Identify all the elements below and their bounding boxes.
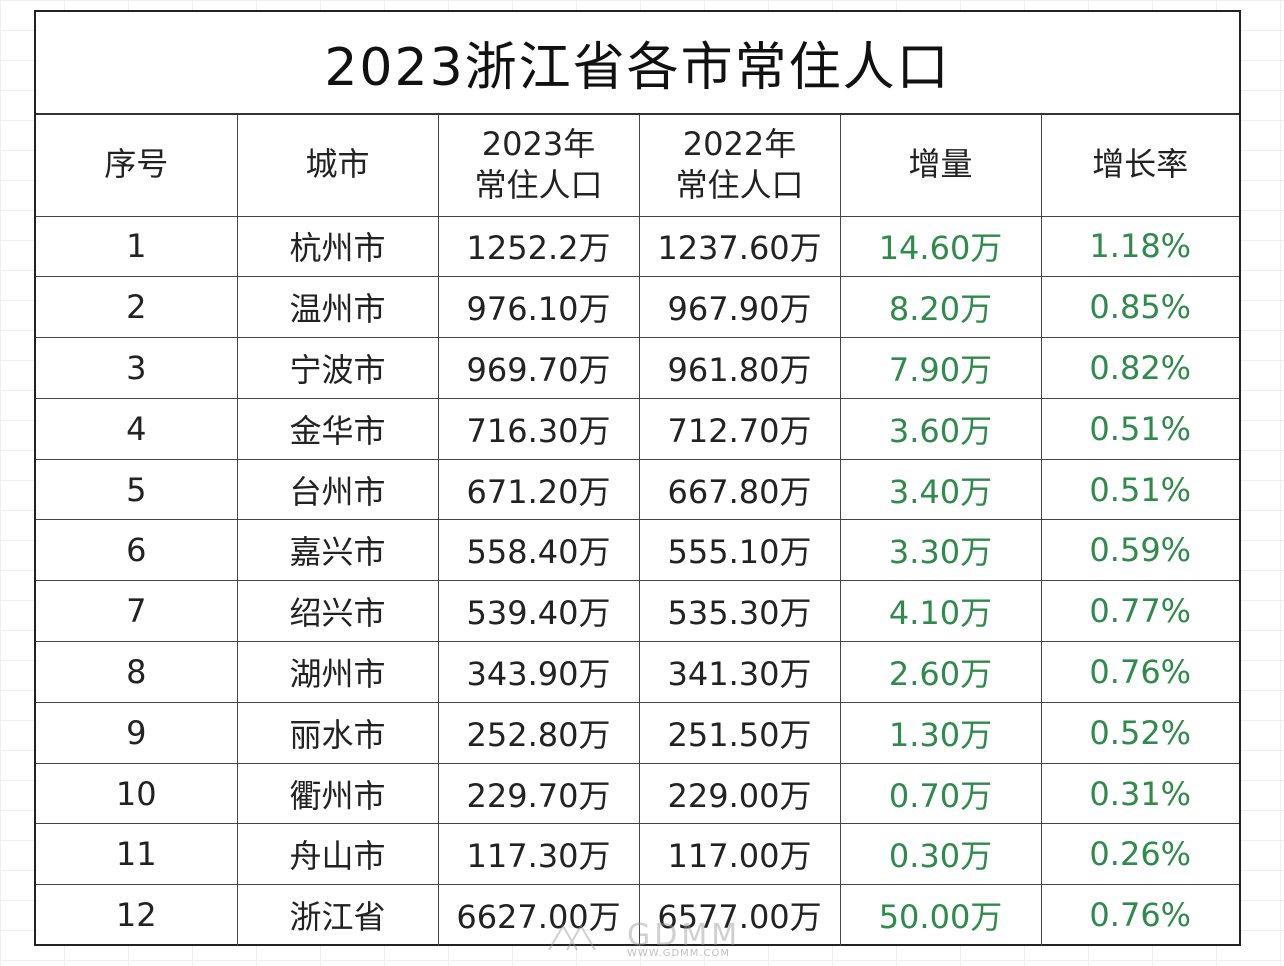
population-table: 序号 城市 2023年 常住人口 2022年 常住人口 增量 增长率 1 杭州市 1… [36, 115, 1239, 946]
cell-growth-rate: 0.31% [1040, 762, 1239, 825]
cell-pop-2023: 343.90万 [437, 641, 640, 703]
header-pop-2022-label: 常住人口 [675, 166, 804, 205]
cell-index: 4 [36, 397, 238, 460]
cell-increase: 50.00万 [839, 884, 1042, 946]
cell-increase: 1.30万 [839, 701, 1042, 764]
cell-index: 6 [36, 519, 238, 582]
cell-pop-2023: 716.30万 [437, 397, 640, 460]
table-row: 9 丽水市 252.80万 251.50万 1.30万 0.52% [36, 701, 1239, 764]
cell-city: 丽水市 [236, 701, 439, 764]
cell-index: 7 [36, 580, 238, 643]
cell-index: 12 [36, 884, 238, 946]
cell-city: 浙江省 [236, 884, 439, 946]
header-pop-2023-year: 2023年 [481, 124, 596, 163]
cell-city: 衢州市 [236, 762, 439, 825]
cell-city: 温州市 [236, 276, 439, 339]
cell-pop-2023: 6627.00万 [437, 884, 640, 946]
cell-pop-2022: 535.30万 [638, 580, 841, 643]
cell-pop-2022: 229.00万 [638, 762, 841, 825]
cell-pop-2023: 229.70万 [437, 762, 640, 825]
cell-pop-2022: 667.80万 [638, 458, 841, 521]
cell-growth-rate: 0.76% [1040, 884, 1239, 946]
cell-index: 2 [36, 276, 238, 339]
cell-pop-2023: 539.40万 [437, 580, 640, 643]
cell-pop-2022: 341.30万 [638, 641, 841, 703]
cell-increase: 7.90万 [839, 337, 1042, 399]
cell-index: 8 [36, 641, 238, 703]
cell-city: 绍兴市 [236, 580, 439, 643]
cell-index: 10 [36, 762, 238, 825]
table-row: 2 温州市 976.10万 967.90万 8.20万 0.85% [36, 276, 1239, 339]
cell-increase: 0.30万 [839, 823, 1042, 886]
cell-pop-2022: 555.10万 [638, 519, 841, 582]
header-pop-2022: 2022年 常住人口 [638, 115, 841, 217]
table-row: 7 绍兴市 539.40万 535.30万 4.10万 0.77% [36, 580, 1239, 643]
table-row: 1 杭州市 1252.2万 1237.60万 14.60万 1.18% [36, 215, 1239, 278]
header-city: 城市 [236, 115, 439, 217]
cell-pop-2023: 1252.2万 [437, 215, 640, 278]
cell-city: 湖州市 [236, 641, 439, 703]
cell-growth-rate: 1.18% [1040, 215, 1239, 278]
cell-growth-rate: 0.77% [1040, 580, 1239, 643]
table-row: 3 宁波市 969.70万 961.80万 7.90万 0.82% [36, 337, 1239, 399]
table-row: 10 衢州市 229.70万 229.00万 0.70万 0.31% [36, 762, 1239, 825]
cell-pop-2023: 671.20万 [437, 458, 640, 521]
cell-increase: 14.60万 [839, 215, 1042, 278]
cell-growth-rate: 0.52% [1040, 701, 1239, 764]
cell-index: 3 [36, 337, 238, 399]
header-pop-2023: 2023年 常住人口 [437, 115, 640, 217]
cell-increase: 8.20万 [839, 276, 1042, 339]
cell-index: 1 [36, 215, 238, 278]
cell-pop-2022: 712.70万 [638, 397, 841, 460]
header-pop-2023-label: 常住人口 [474, 166, 603, 205]
table-row: 5 台州市 671.20万 667.80万 3.40万 0.51% [36, 458, 1239, 521]
cell-pop-2022: 117.00万 [638, 823, 841, 886]
cell-increase: 3.60万 [839, 397, 1042, 460]
cell-increase: 0.70万 [839, 762, 1042, 825]
table-body: 1 杭州市 1252.2万 1237.60万 14.60万 1.18% 2 温州市 976.10… [36, 215, 1239, 946]
cell-city: 金华市 [236, 397, 439, 460]
cell-growth-rate: 0.76% [1040, 641, 1239, 703]
cell-increase: 2.60万 [839, 641, 1042, 703]
header-increase: 增量 [839, 115, 1042, 217]
cell-city: 舟山市 [236, 823, 439, 886]
table-row: 4 金华市 716.30万 712.70万 3.60万 0.51% [36, 397, 1239, 460]
cell-pop-2023: 969.70万 [437, 337, 640, 399]
cell-pop-2023: 117.30万 [437, 823, 640, 886]
population-table-container: 2023浙江省各市常住人口 序号 城市 2023年 常住人口 2022年 常住人… [34, 10, 1241, 946]
cell-pop-2022: 967.90万 [638, 276, 841, 339]
table-row: 6 嘉兴市 558.40万 555.10万 3.30万 0.59% [36, 519, 1239, 582]
header-pop-2022-year: 2022年 [682, 124, 797, 163]
cell-growth-rate: 0.51% [1040, 397, 1239, 460]
cell-pop-2022: 1237.60万 [638, 215, 841, 278]
cell-pop-2023: 976.10万 [437, 276, 640, 339]
cell-index: 5 [36, 458, 238, 521]
cell-growth-rate: 0.82% [1040, 337, 1239, 399]
cell-growth-rate: 0.26% [1040, 823, 1239, 886]
cell-growth-rate: 0.85% [1040, 276, 1239, 339]
cell-pop-2022: 961.80万 [638, 337, 841, 399]
cell-city: 宁波市 [236, 337, 439, 399]
cell-index: 11 [36, 823, 238, 886]
table-row: 8 湖州市 343.90万 341.30万 2.60万 0.76% [36, 641, 1239, 703]
header-growth-rate: 增长率 [1040, 115, 1239, 217]
cell-growth-rate: 0.51% [1040, 458, 1239, 521]
header-row: 序号 城市 2023年 常住人口 2022年 常住人口 增量 增长率 [36, 115, 1239, 217]
cell-increase: 3.30万 [839, 519, 1042, 582]
cell-index: 9 [36, 701, 238, 764]
cell-increase: 4.10万 [839, 580, 1042, 643]
cell-pop-2023: 252.80万 [437, 701, 640, 764]
table-row: 11 舟山市 117.30万 117.00万 0.30万 0.26% [36, 823, 1239, 886]
cell-city: 台州市 [236, 458, 439, 521]
cell-city: 杭州市 [236, 215, 439, 278]
table-row: 12 浙江省 6627.00万 6577.00万 50.00万 0.76% [36, 884, 1239, 946]
table-title: 2023浙江省各市常住人口 [36, 12, 1239, 115]
cell-growth-rate: 0.59% [1040, 519, 1239, 582]
cell-city: 嘉兴市 [236, 519, 439, 582]
cell-increase: 3.40万 [839, 458, 1042, 521]
cell-pop-2022: 251.50万 [638, 701, 841, 764]
header-index: 序号 [36, 115, 238, 217]
cell-pop-2023: 558.40万 [437, 519, 640, 582]
cell-pop-2022: 6577.00万 [638, 884, 841, 946]
